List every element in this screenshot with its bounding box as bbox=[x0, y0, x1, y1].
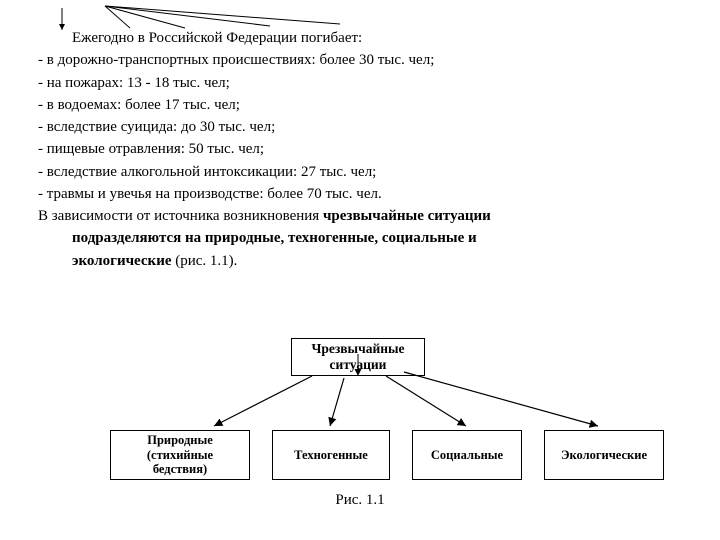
stat-line: - вследствие алкогольной интоксикации: 2… bbox=[38, 162, 690, 182]
root-label: Чрезвычайныеситуации bbox=[311, 341, 404, 372]
page: Ежегодно в Российской Федерации погибает… bbox=[0, 0, 720, 540]
stat-line: - в водоемах: более 17 тыс. чел; bbox=[38, 95, 690, 115]
figure-caption: Рис. 1.1 bbox=[0, 490, 720, 510]
leaf-node-technogenic: Техногенные bbox=[272, 430, 390, 480]
leaf-label: Природные(стихийныебедствия) bbox=[147, 433, 213, 476]
stat-line: - в дорожно-транспортных происшествиях: … bbox=[38, 50, 690, 70]
classification-line-3: экологические (рис. 1.1). bbox=[72, 251, 690, 271]
leaf-label: Социальные bbox=[431, 448, 503, 462]
classify-bold-1: чрезвычайные ситуации bbox=[323, 208, 491, 224]
diagram: Чрезвычайныеситуации Природные(стихийные… bbox=[0, 332, 720, 532]
root-node: Чрезвычайныеситуации bbox=[291, 338, 425, 376]
leaf-node-ecological: Экологические bbox=[544, 430, 664, 480]
classify-tail: (рис. 1.1). bbox=[172, 253, 238, 269]
stat-line: - травмы и увечья на производстве: более… bbox=[38, 184, 690, 204]
intro-line: Ежегодно в Российской Федерации погибает… bbox=[38, 28, 690, 48]
leaf-label: Техногенные bbox=[294, 448, 368, 462]
classify-lead: В зависимости от источника возникновения bbox=[38, 208, 323, 224]
leaf-node-social: Социальные bbox=[412, 430, 522, 480]
leaf-label: Экологические bbox=[561, 448, 647, 462]
classify-bold-2: подразделяются на природные, техногенные… bbox=[72, 230, 477, 246]
classification-line-1: В зависимости от источника возникновения… bbox=[38, 206, 690, 226]
stat-line: - на пожарах: 13 - 18 тыс. чел; bbox=[38, 73, 690, 93]
classify-bold-3: экологические bbox=[72, 253, 172, 269]
leaf-node-natural: Природные(стихийныебедствия) bbox=[110, 430, 250, 480]
classification-line-2: подразделяются на природные, техногенные… bbox=[72, 228, 690, 248]
stat-line: - пищевые отравления: 50 тыс. чел; bbox=[38, 139, 690, 159]
stat-line: - вследствие суицида: до 30 тыс. чел; bbox=[38, 117, 690, 137]
text-block: Ежегодно в Российской Федерации погибает… bbox=[38, 28, 690, 273]
